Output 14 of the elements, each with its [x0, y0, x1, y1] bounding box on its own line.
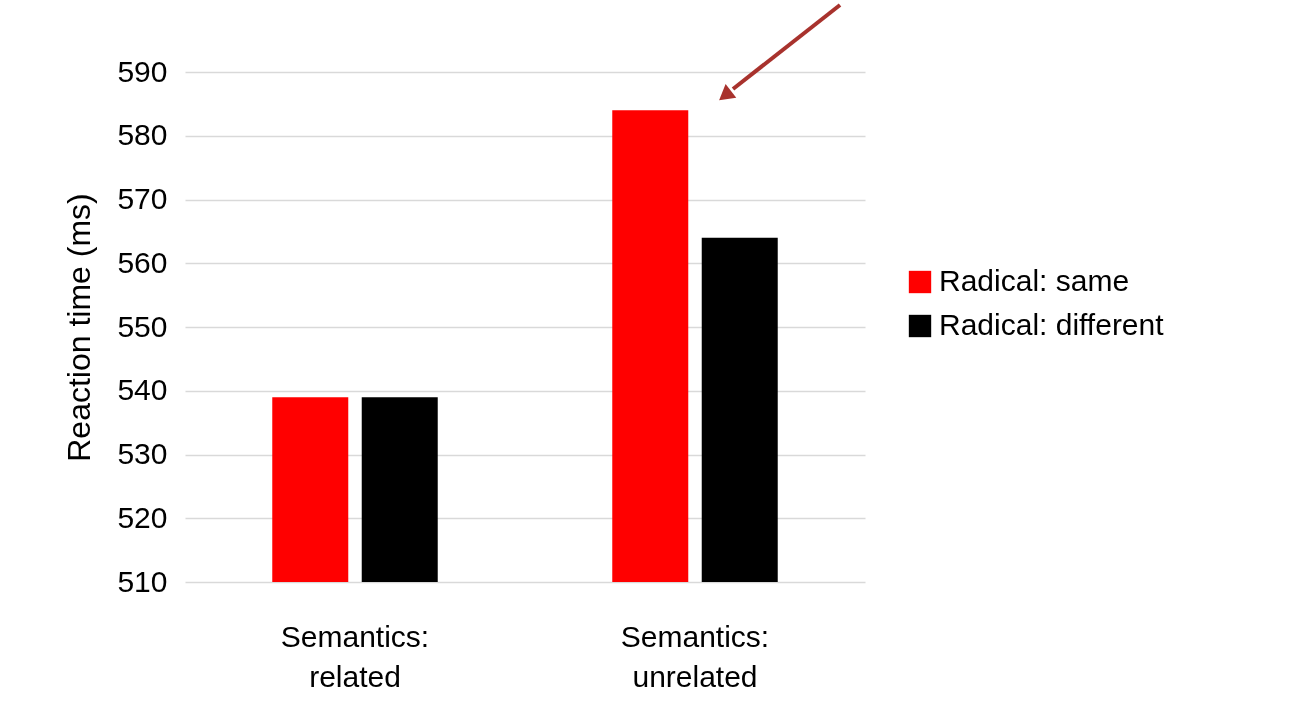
y-tick-label: 520 — [117, 500, 168, 534]
y-tick-label: 540 — [117, 373, 168, 407]
y-tick-label: 550 — [117, 309, 168, 343]
y-axis-title: Reaction time (ms) — [61, 193, 98, 462]
legend-label: Radical: different — [939, 308, 1165, 341]
y-tick-label: 530 — [117, 437, 168, 470]
y-tick-label: 510 — [117, 564, 168, 598]
y-tick-label: 580 — [117, 118, 168, 152]
y-tick-label: 560 — [117, 245, 168, 279]
legend-label: Radical: same — [939, 264, 1130, 297]
x-tick-label: Semantics: unrelated — [620, 619, 770, 693]
x-tick-label: Semantics: related — [280, 619, 430, 693]
y-tick-label: 590 — [117, 54, 168, 88]
y-tick-label: 570 — [117, 182, 168, 215]
